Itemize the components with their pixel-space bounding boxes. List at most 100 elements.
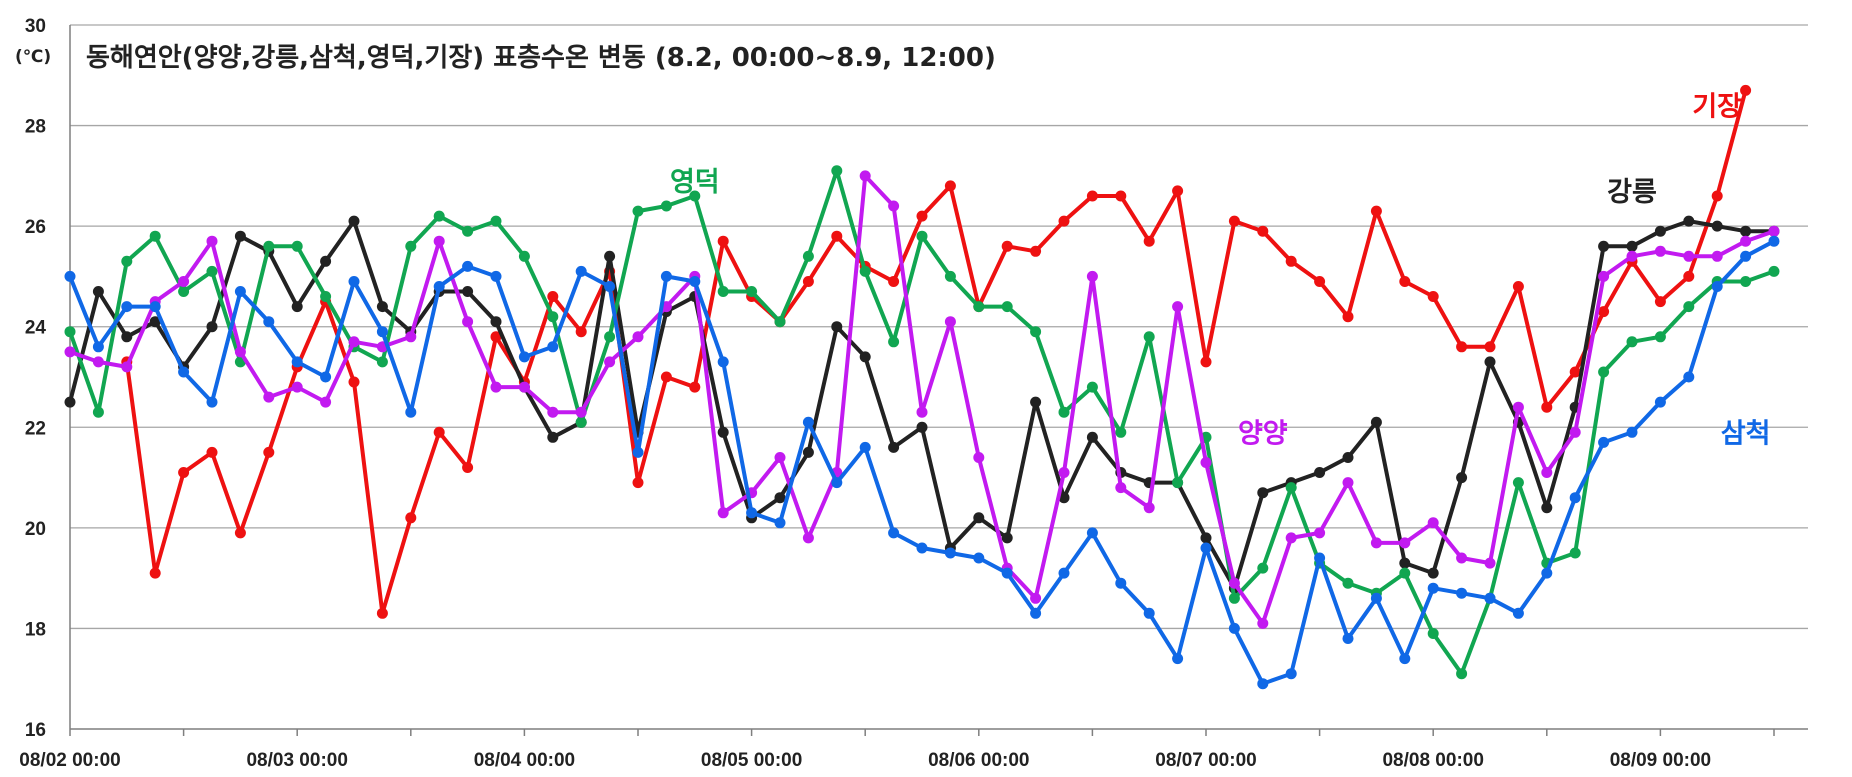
data-point (1228, 622, 1240, 634)
data-point (604, 281, 616, 292)
data-point (802, 446, 814, 458)
data-point (1512, 281, 1524, 292)
data-point (1342, 477, 1354, 489)
data-point (1711, 281, 1723, 292)
data-point (320, 291, 332, 302)
data-point (518, 250, 530, 262)
data-point (1569, 547, 1581, 559)
data-point (944, 180, 956, 192)
data-point (121, 255, 133, 267)
data-point (1626, 240, 1638, 252)
data-point (831, 165, 843, 177)
data-point (348, 376, 360, 388)
data-point (1569, 426, 1581, 438)
data-point (1456, 587, 1468, 599)
data-point (405, 406, 417, 418)
x-tick-label: 08/07 00:00 (1155, 750, 1256, 771)
data-point (462, 225, 474, 237)
data-point (1030, 396, 1042, 408)
data-point (689, 190, 701, 202)
data-point (1001, 567, 1013, 579)
data-point (1541, 567, 1553, 579)
data-point (1541, 401, 1553, 413)
data-point (1399, 276, 1411, 287)
data-point (1598, 240, 1610, 252)
data-point (1086, 527, 1098, 539)
data-point (490, 331, 502, 343)
data-point (1711, 250, 1723, 262)
data-point (490, 316, 502, 328)
data-point (888, 336, 900, 348)
data-point (1086, 431, 1098, 443)
data-point (462, 260, 474, 272)
data-point (802, 276, 814, 287)
data-point (263, 240, 275, 252)
data-point (149, 316, 161, 328)
data-point (1342, 311, 1354, 323)
data-point (178, 276, 190, 287)
data-point (859, 170, 871, 182)
data-point (1143, 331, 1155, 343)
data-point (632, 331, 644, 343)
data-point (575, 326, 587, 338)
data-point (717, 286, 729, 297)
data-point (547, 341, 559, 353)
x-tick-label: 08/08 00:00 (1382, 750, 1483, 771)
series-group (64, 84, 1780, 690)
data-point (64, 346, 76, 358)
data-point (1200, 542, 1212, 554)
data-point (206, 265, 218, 277)
data-point (1598, 306, 1610, 318)
data-point (632, 446, 644, 458)
data-point (1314, 467, 1326, 478)
data-point (405, 512, 417, 524)
series-삼척 (64, 235, 1780, 690)
data-point (1143, 235, 1155, 247)
data-point (944, 316, 956, 328)
data-point (1456, 472, 1468, 484)
data-point (831, 321, 843, 333)
data-point (1740, 225, 1752, 237)
data-point (149, 301, 161, 313)
data-point (1740, 276, 1752, 287)
data-point (206, 446, 218, 458)
data-point (689, 381, 701, 393)
data-point (717, 507, 729, 519)
data-point (1654, 296, 1666, 308)
data-point (1484, 341, 1496, 353)
data-point (660, 270, 672, 282)
data-point (973, 301, 985, 313)
data-point (121, 361, 133, 373)
y-tick-label: 26 (25, 217, 46, 238)
data-point (717, 235, 729, 247)
data-point (1768, 225, 1780, 237)
data-point (1683, 301, 1695, 313)
data-point (575, 265, 587, 277)
series-양양 (64, 170, 1780, 629)
data-point (1456, 341, 1468, 353)
data-point (1598, 366, 1610, 378)
data-point (234, 286, 246, 297)
data-point (1001, 301, 1013, 313)
data-point (1285, 255, 1297, 267)
data-point (1427, 582, 1439, 594)
data-point (1512, 477, 1524, 489)
data-point (1115, 482, 1127, 494)
data-point (405, 331, 417, 343)
data-point (774, 452, 786, 463)
data-point (1058, 492, 1070, 504)
data-point (1030, 326, 1042, 338)
data-point (1030, 592, 1042, 604)
data-point (1058, 467, 1070, 478)
data-point (320, 255, 332, 267)
data-point (206, 321, 218, 333)
data-point (1143, 607, 1155, 619)
grid (70, 24, 1808, 630)
data-point (1370, 537, 1382, 549)
data-point (888, 527, 900, 539)
data-point (1086, 190, 1098, 202)
data-point (1569, 366, 1581, 378)
data-point (916, 406, 928, 418)
data-point (178, 467, 190, 478)
data-point (888, 276, 900, 287)
